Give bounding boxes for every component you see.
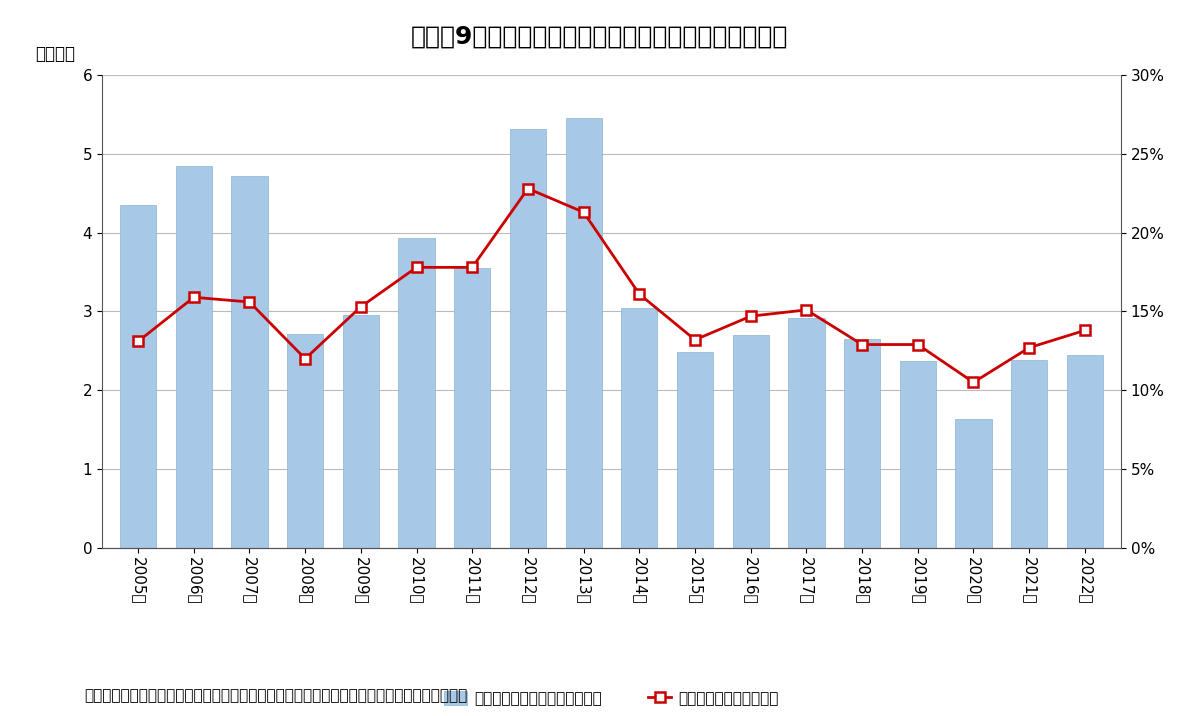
Bar bbox=[287, 334, 324, 548]
Legend: タワーマンション新規供給戸数, 総新規供給に占める割合: タワーマンション新規供給戸数, 総新規供給に占める割合 bbox=[438, 685, 785, 712]
Bar bbox=[120, 205, 156, 548]
Bar bbox=[1067, 355, 1103, 548]
Bar bbox=[454, 268, 490, 548]
Bar bbox=[956, 420, 992, 548]
Bar bbox=[621, 308, 657, 548]
Bar bbox=[566, 117, 602, 548]
Bar bbox=[176, 166, 212, 548]
Bar bbox=[899, 361, 936, 548]
Text: 図表－9　タワーマンションの新規供給戸数（関西圏）: 図表－9 タワーマンションの新規供給戸数（関西圏） bbox=[411, 25, 788, 49]
Bar bbox=[510, 129, 546, 548]
Bar bbox=[398, 238, 435, 548]
Bar bbox=[1011, 360, 1047, 548]
Text: （出所）長谷工総合研究所および不動産経済研究所のデータをもとにニッセイ基礎研究所推計: （出所）長谷工総合研究所および不動産経済研究所のデータをもとにニッセイ基礎研究所… bbox=[84, 688, 468, 703]
Bar bbox=[788, 318, 825, 548]
Bar bbox=[733, 335, 769, 548]
Bar bbox=[677, 352, 713, 548]
Bar bbox=[231, 176, 267, 548]
Bar bbox=[844, 339, 880, 548]
Bar bbox=[343, 315, 379, 548]
Text: （千戸）: （千戸） bbox=[36, 45, 76, 63]
